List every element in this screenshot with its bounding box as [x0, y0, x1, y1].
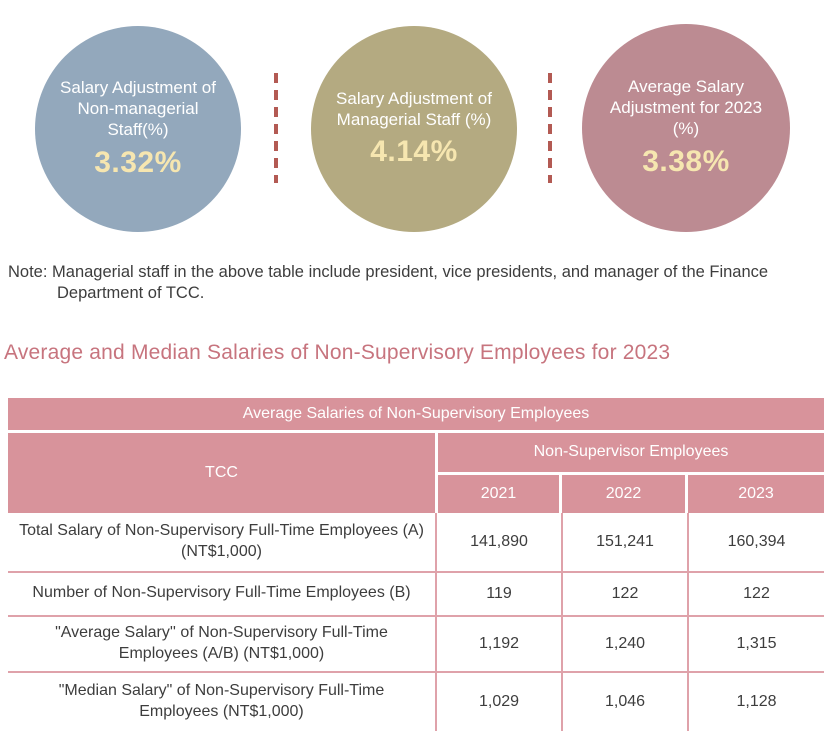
kpi-label: Average Salary Adjustment for 2023 (%) [609, 77, 763, 138]
kpi-value: 4.14% [370, 135, 458, 169]
salary-table: Average Salaries of Non-Supervisory Empl… [8, 397, 824, 731]
row-label: "Median Salary" of Non-Supervisory Full-… [58, 682, 385, 720]
cell-value: 141,890 [435, 512, 561, 571]
note-prefix: Note: [8, 263, 48, 281]
cell-value: 122 [687, 572, 824, 615]
note-text: Note: Managerial staff in the above tabl… [8, 262, 814, 305]
year-header-2021: 2021 [438, 474, 559, 513]
cell-value: 1,128 [687, 672, 824, 731]
table-header-right: Non-Supervisor Employees 2021 2022 2023 [438, 432, 824, 513]
cell-value: 1,240 [561, 616, 687, 671]
row-label: "Average Salary'' of Non-Supervisory Ful… [55, 624, 388, 662]
cell-value: 1,046 [561, 672, 687, 731]
kpi-section: Salary Adjustment of Non-managerial Staf… [0, 0, 832, 258]
table-year-headers: 2021 2022 2023 [438, 474, 824, 513]
year-header-2022: 2022 [562, 474, 685, 513]
kpi-circle-managerial: Salary Adjustment of Managerial Staff (%… [311, 26, 517, 232]
kpi-label: Salary Adjustment of Managerial Staff (%… [336, 88, 492, 129]
cell-value: 151,241 [561, 512, 687, 571]
kpi-label: Salary Adjustment of Non-managerial Staf… [60, 78, 216, 139]
cell-value: 119 [435, 572, 561, 615]
table-corner-header: TCC [8, 432, 435, 513]
dashed-separator [548, 73, 552, 183]
cell-value: 1,029 [435, 672, 561, 731]
table-banner: Average Salaries of Non-Supervisory Empl… [8, 397, 824, 430]
cell-value: 160,394 [687, 512, 824, 571]
kpi-value: 3.32% [94, 145, 182, 179]
cell-value: 122 [561, 572, 687, 615]
table-row: Total Salary of Non-Supervisory Full-Tim… [8, 512, 824, 573]
dashed-separator [274, 73, 278, 183]
kpi-circle-average-2023: Average Salary Adjustment for 2023 (%) 3… [582, 24, 790, 232]
cell-value: 1,192 [435, 616, 561, 671]
table-body: Total Salary of Non-Supervisory Full-Tim… [8, 512, 824, 731]
table-row: "Median Salary" of Non-Supervisory Full-… [8, 672, 824, 731]
year-header-2023: 2023 [688, 474, 824, 513]
section-title: Average and Median Salaries of Non-Super… [4, 340, 671, 364]
cell-value: 1,315 [687, 616, 824, 671]
table-group-header: Non-Supervisor Employees [438, 432, 824, 472]
kpi-circle-nonmanagerial: Salary Adjustment of Non-managerial Staf… [35, 26, 241, 232]
kpi-value: 3.38% [642, 144, 730, 178]
note-body: Managerial staff in the above table incl… [52, 263, 769, 303]
row-label: Total Salary of Non-Supervisory Full-Tim… [19, 522, 424, 560]
table-row: Number of Non-Supervisory Full-Time Empl… [8, 572, 824, 617]
table-header: TCC Non-Supervisor Employees 2021 2022 2… [8, 432, 824, 513]
table-row: "Average Salary'' of Non-Supervisory Ful… [8, 616, 824, 673]
row-label: Number of Non-Supervisory Full-Time Empl… [32, 584, 411, 602]
